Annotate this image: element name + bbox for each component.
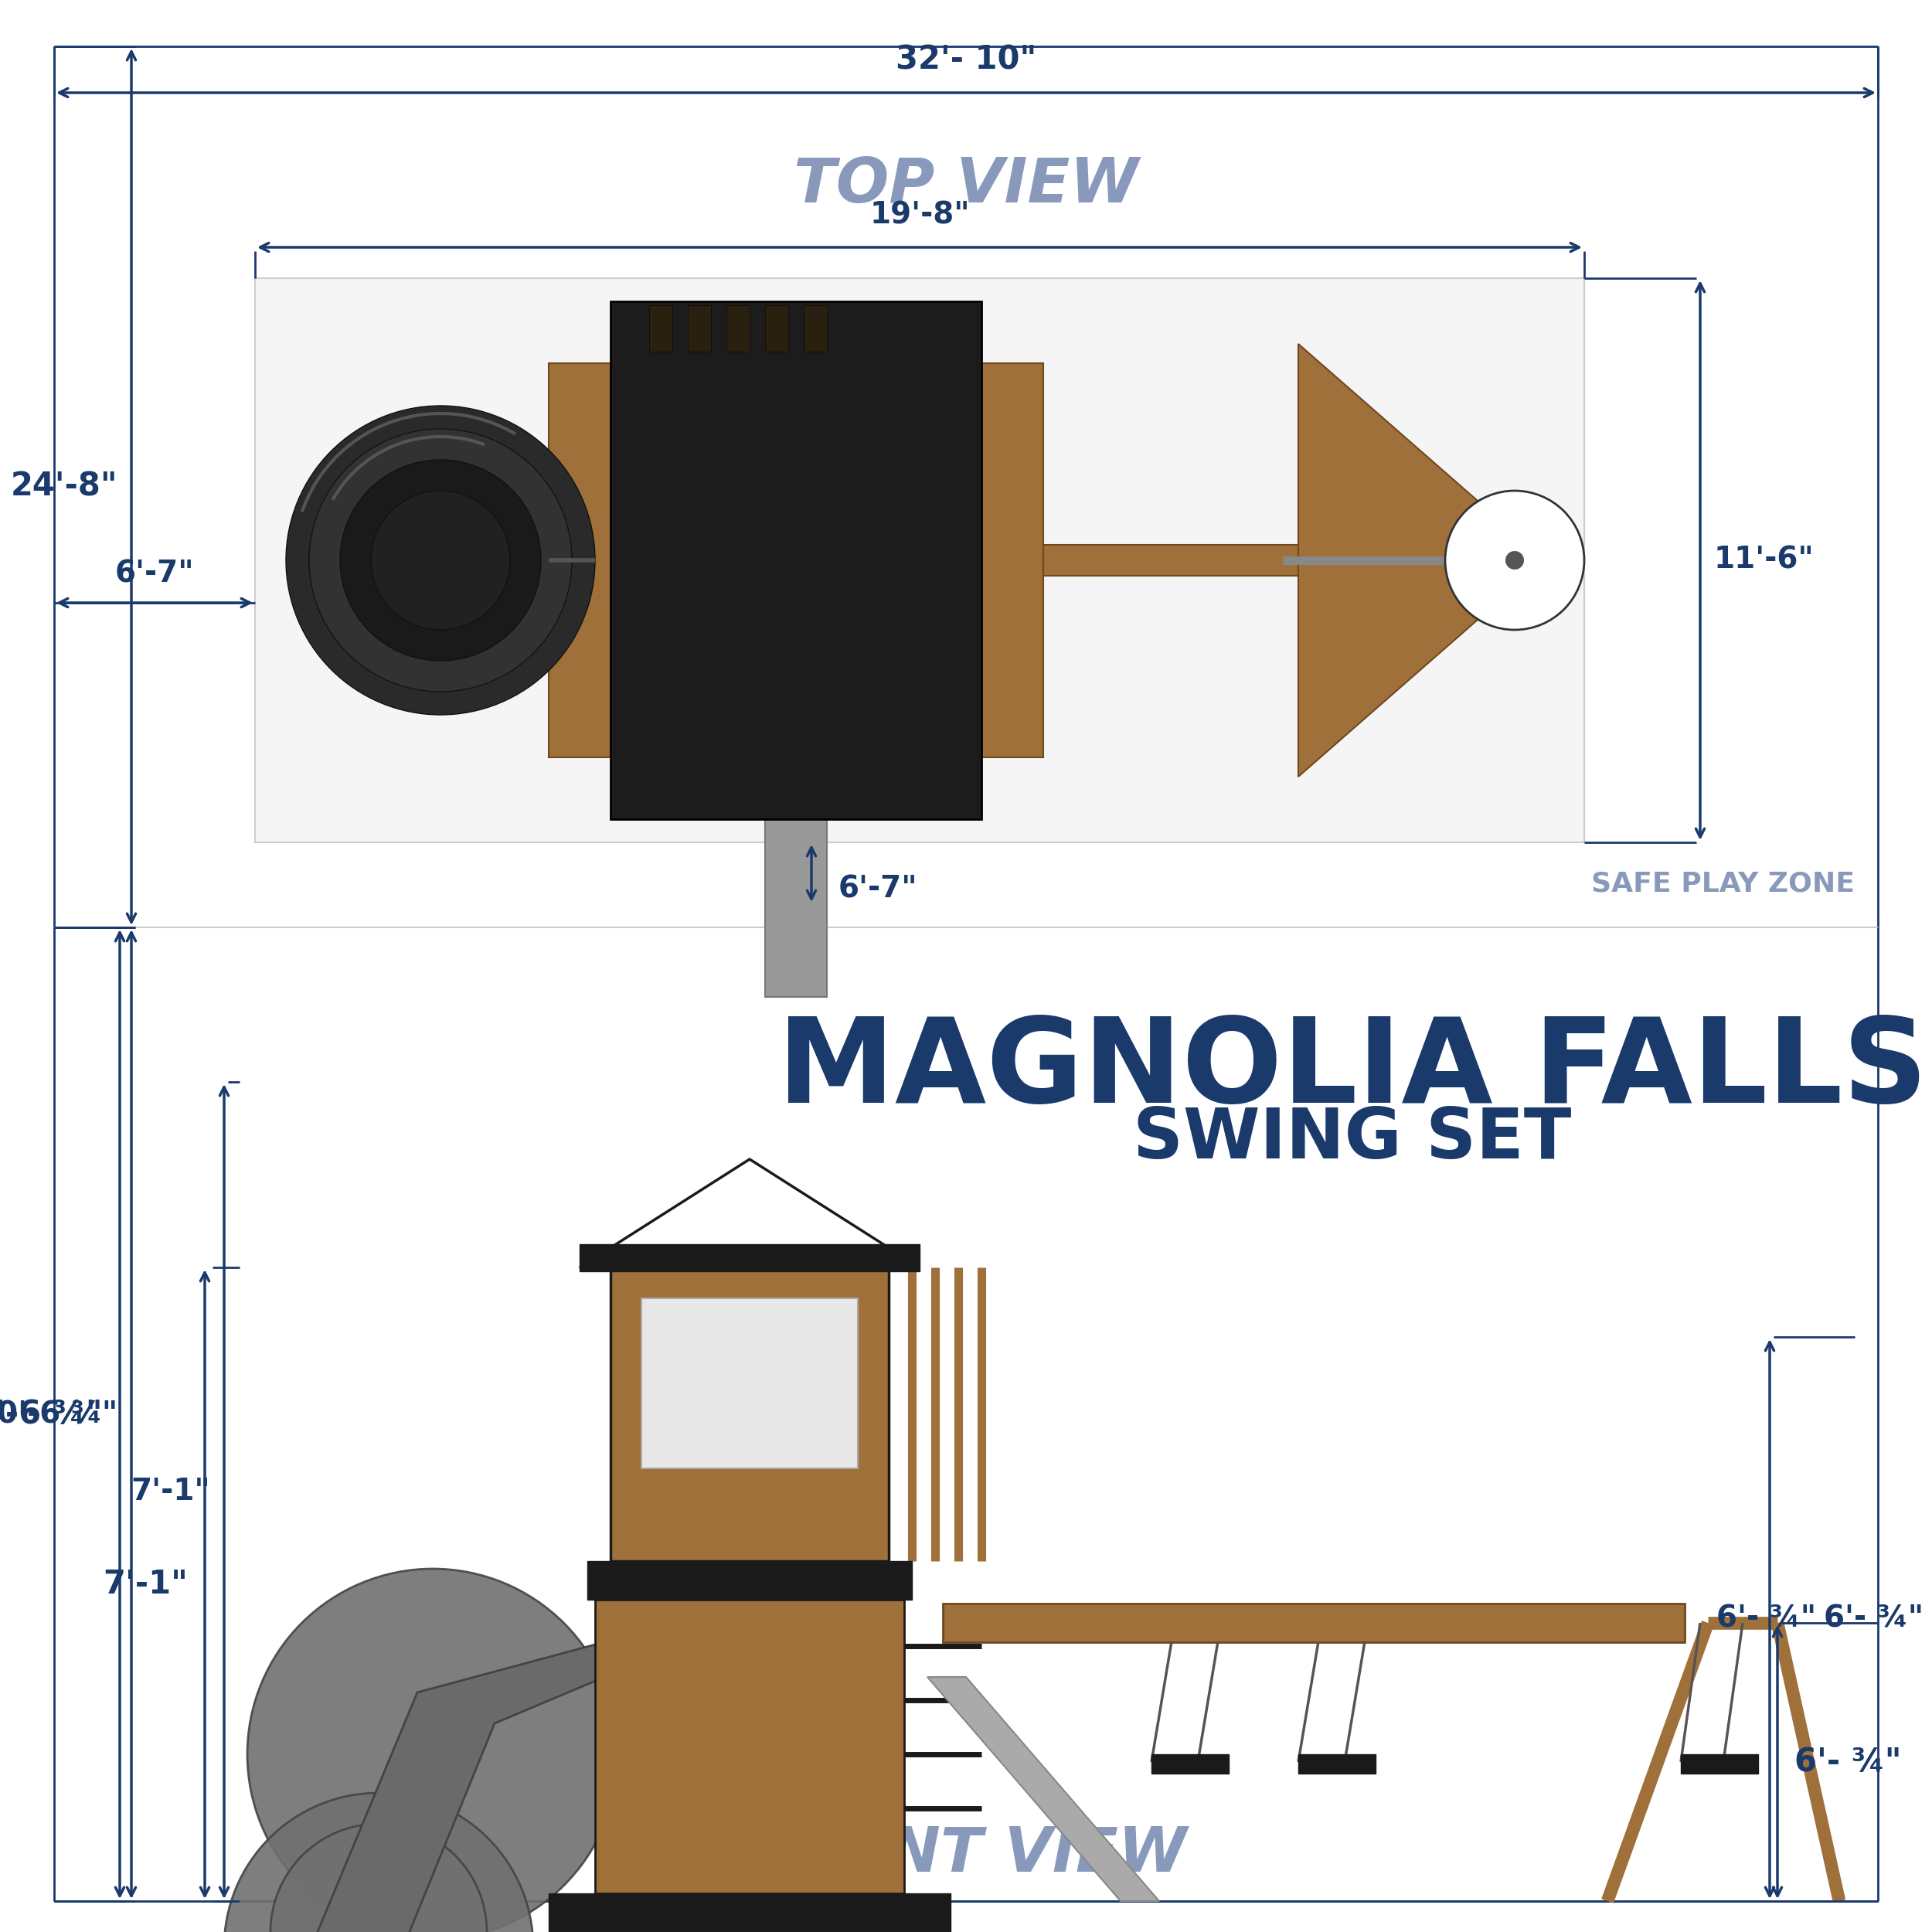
Bar — [943, 1604, 1685, 1642]
Bar — [255, 278, 1584, 842]
Text: 6'-7": 6'-7" — [838, 873, 918, 904]
Text: 19'-8": 19'-8" — [869, 201, 970, 230]
Bar — [611, 301, 981, 819]
Text: MAGNOLIA FALLS: MAGNOLIA FALLS — [777, 1012, 1928, 1128]
Bar — [893, 1901, 916, 1932]
Ellipse shape — [309, 429, 572, 692]
Text: 6'- ¾": 6'- ¾" — [1716, 1604, 1816, 1634]
Ellipse shape — [340, 460, 541, 661]
Bar — [981, 363, 1043, 757]
Text: 10'-6 ¾": 10'-6 ¾" — [0, 1399, 102, 1430]
Text: FRONT VIEW: FRONT VIEW — [746, 1824, 1186, 1886]
Text: 6'- ¾": 6'- ¾" — [1795, 1747, 1901, 1777]
Bar — [765, 305, 788, 352]
Bar — [1298, 1754, 1376, 1774]
Text: 10'-6 ¾": 10'-6 ¾" — [0, 1399, 118, 1430]
Bar — [587, 1561, 912, 1600]
Bar — [549, 1893, 951, 1932]
Bar — [549, 363, 611, 757]
Text: 7'-1": 7'-1" — [102, 1569, 187, 1600]
Ellipse shape — [270, 1824, 487, 1932]
Bar — [726, 305, 750, 352]
Text: SWING SET: SWING SET — [1134, 1105, 1571, 1173]
Bar — [804, 305, 827, 352]
Bar — [583, 1901, 607, 1932]
Bar — [611, 1267, 889, 1561]
Ellipse shape — [247, 1569, 618, 1932]
Bar — [1681, 1754, 1758, 1774]
Polygon shape — [927, 1677, 1159, 1901]
Circle shape — [1505, 551, 1524, 570]
Ellipse shape — [371, 491, 510, 630]
Text: 7'-1": 7'-1" — [131, 1476, 211, 1507]
Polygon shape — [263, 1638, 641, 1932]
Polygon shape — [1298, 344, 1546, 777]
Bar — [688, 305, 711, 352]
Polygon shape — [580, 1159, 920, 1267]
Bar — [1151, 1754, 1229, 1774]
Text: SAFE PLAY ZONE: SAFE PLAY ZONE — [1592, 869, 1855, 896]
Bar — [641, 1298, 858, 1468]
Circle shape — [1445, 491, 1584, 630]
Text: 24'-8": 24'-8" — [10, 471, 118, 502]
Ellipse shape — [286, 406, 595, 715]
Ellipse shape — [224, 1793, 533, 1932]
Text: 11'-6": 11'-6" — [1714, 545, 1814, 576]
Bar — [1043, 545, 1298, 576]
Text: 32'- 10": 32'- 10" — [896, 43, 1036, 75]
Text: 6'-7": 6'-7" — [114, 560, 195, 589]
Bar — [595, 1600, 904, 1893]
Bar — [765, 819, 827, 997]
Bar — [580, 1244, 920, 1271]
Text: TOP VIEW: TOP VIEW — [794, 155, 1138, 216]
Bar — [649, 305, 672, 352]
Text: 6'- ¾": 6'- ¾" — [1824, 1604, 1924, 1634]
